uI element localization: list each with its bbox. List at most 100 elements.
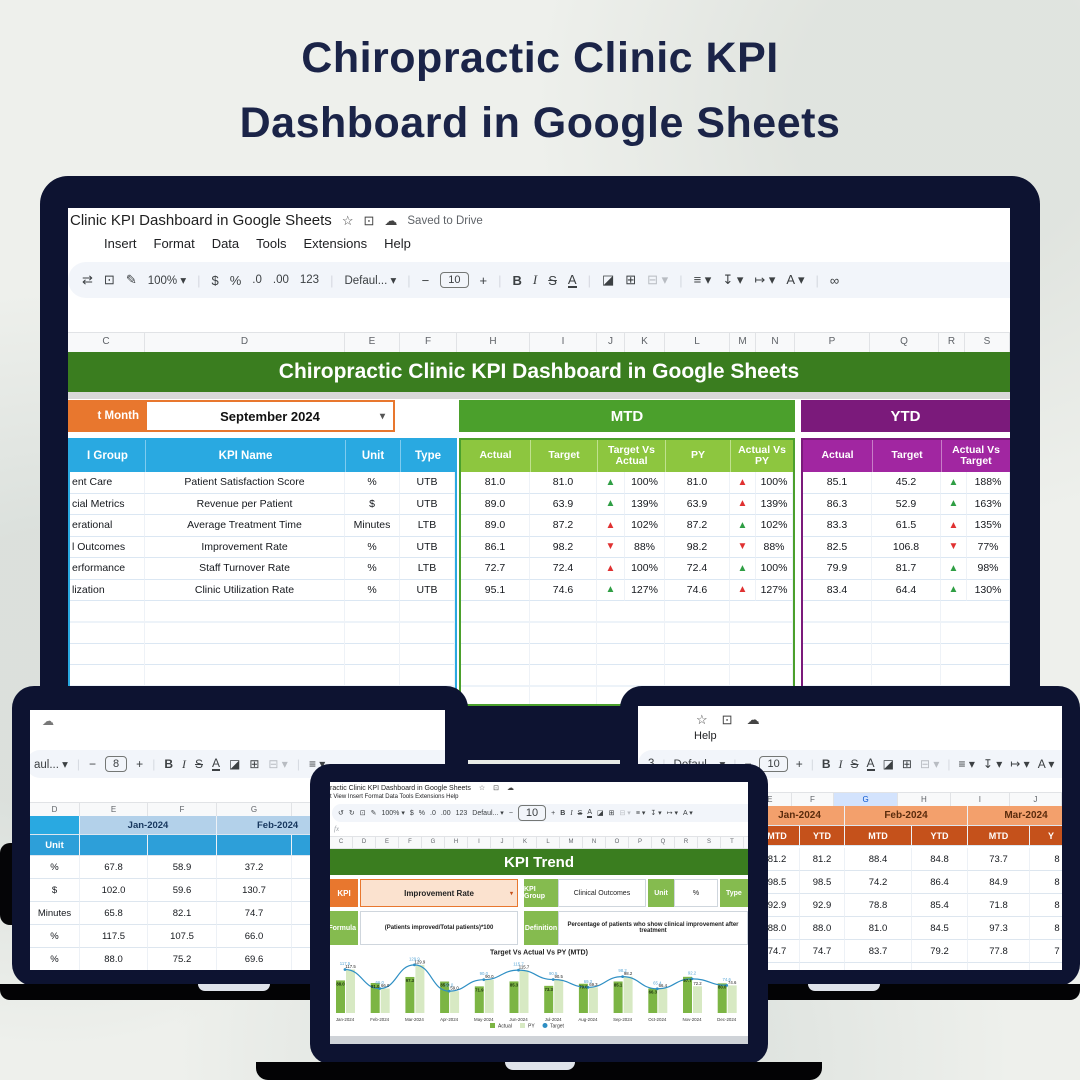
cell-unit[interactable]: %: [345, 472, 400, 494]
cell-unit[interactable]: $: [345, 493, 400, 515]
menu-extensions[interactable]: Extensions: [303, 236, 368, 251]
column-header[interactable]: H: [457, 333, 530, 352]
cell-kpi-name[interactable]: Average Treatment Time: [145, 515, 345, 537]
menu-data[interactable]: Data: [211, 236, 240, 251]
borders-icon[interactable]: ⊞: [625, 272, 637, 287]
cell-ytd-target[interactable]: 52.9: [872, 493, 941, 515]
column-header[interactable]: M: [730, 333, 756, 352]
cell-unit[interactable]: Minutes: [345, 515, 400, 537]
cell-mtd-actual[interactable]: 72.7: [461, 558, 530, 580]
cell-tva-pct[interactable]: 88%: [625, 536, 665, 558]
column-header[interactable]: L: [665, 333, 730, 352]
link-icon[interactable]: ∞: [829, 272, 840, 288]
cell-ytd-actual[interactable]: 86.3: [803, 493, 872, 515]
cell-kpi-group[interactable]: lization: [70, 579, 145, 601]
column-header[interactable]: K: [625, 333, 665, 352]
cell-avpy-pct[interactable]: 100%: [756, 558, 793, 580]
bold-icon[interactable]: B: [512, 272, 522, 288]
cell-mtd-target[interactable]: 87.2: [530, 515, 597, 537]
font-select[interactable]: Defaul... ▾: [344, 275, 397, 287]
cell-kpi-group[interactable]: l Outcomes: [70, 536, 145, 558]
cell-kpi-group[interactable]: ent Care: [70, 472, 145, 494]
cell-ytd-actual[interactable]: 79.9: [803, 558, 872, 580]
move-to-folder-icon[interactable]: ⊡: [363, 212, 375, 228]
cell-avpy-pct[interactable]: 100%: [756, 472, 793, 494]
cell-kpi-name[interactable]: Patient Satisfaction Score: [145, 472, 345, 494]
font-size-decrease-icon[interactable]: −: [421, 272, 430, 288]
align-icon[interactable]: ≡ ▾: [693, 272, 712, 287]
strikethrough-icon[interactable]: S: [548, 272, 557, 288]
toolbar-icon[interactable]: |: [407, 272, 411, 288]
cell-avt-pct[interactable]: 163%: [967, 493, 1010, 515]
percent-format-icon[interactable]: %: [229, 272, 242, 288]
toolbar-icon[interactable]: |: [498, 272, 502, 288]
cell-ytd-target[interactable]: 45.2: [872, 472, 941, 494]
cell-ytd-target[interactable]: 81.7: [872, 558, 941, 580]
cell-kpi-group[interactable]: erformance: [70, 558, 145, 580]
cell-tva-pct[interactable]: 139%: [625, 493, 665, 515]
cell-mtd-target[interactable]: 72.4: [530, 558, 597, 580]
menu-insert[interactable]: Insert: [104, 236, 137, 251]
text-wrap-icon[interactable]: ↦ ▾: [754, 272, 776, 287]
zoom-select[interactable]: 100% ▾: [147, 275, 187, 287]
column-header[interactable]: C: [68, 333, 145, 352]
toolbar-icon[interactable]: |: [587, 272, 591, 288]
cell-mtd-actual[interactable]: 81.0: [461, 472, 530, 494]
cell-mtd-target[interactable]: 81.0: [530, 472, 597, 494]
column-header[interactable]: N: [756, 333, 795, 352]
cell-mtd-actual[interactable]: 86.1: [461, 536, 530, 558]
cell-kpi-name[interactable]: Revenue per Patient: [145, 493, 345, 515]
cell-ytd-actual[interactable]: 85.1: [803, 472, 872, 494]
cell-avt-pct[interactable]: 188%: [967, 472, 1010, 494]
merge-cells-icon[interactable]: ⊟ ▾: [647, 272, 669, 287]
cell-avt-pct[interactable]: 135%: [967, 515, 1010, 537]
toolbar-icon[interactable]: |: [815, 272, 819, 288]
cell-ytd-actual[interactable]: 82.5: [803, 536, 872, 558]
cell-avpy-pct[interactable]: 139%: [756, 493, 793, 515]
menu-tools[interactable]: Tools: [256, 236, 287, 251]
star-icon[interactable]: ☆: [341, 212, 354, 228]
toolbar-icon[interactable]: |: [330, 272, 334, 288]
cell-tva-pct[interactable]: 102%: [625, 515, 665, 537]
print-icon[interactable]: ⊡: [103, 272, 115, 287]
vertical-align-icon[interactable]: ↧ ▾: [722, 272, 744, 287]
cell-unit[interactable]: %: [345, 579, 400, 601]
menu-help[interactable]: Help: [384, 236, 411, 251]
cell-mtd-target[interactable]: 63.9: [530, 493, 597, 515]
cell-py[interactable]: 87.2: [665, 515, 730, 537]
cell-mtd-actual[interactable]: 89.0: [461, 493, 530, 515]
column-header[interactable]: D: [145, 333, 345, 352]
cell-avpy-pct[interactable]: 102%: [756, 515, 793, 537]
cell-unit[interactable]: %: [345, 536, 400, 558]
cell-tva-pct[interactable]: 100%: [625, 558, 665, 580]
cell-py[interactable]: 72.4: [665, 558, 730, 580]
number-format-icon[interactable]: 123: [299, 274, 320, 286]
cell-type[interactable]: UTB: [400, 472, 455, 494]
cell-kpi-group[interactable]: erational: [70, 515, 145, 537]
cell-py[interactable]: 74.6: [665, 579, 730, 601]
column-header[interactable]: Q: [870, 333, 939, 352]
font-size-increase-icon[interactable]: +: [479, 272, 488, 288]
cell-kpi-name[interactable]: Improvement Rate: [145, 536, 345, 558]
cell-kpi-name[interactable]: Clinic Utilization Rate: [145, 579, 345, 601]
cell-ytd-actual[interactable]: 83.4: [803, 579, 872, 601]
increase-decimal-icon[interactable]: .00: [272, 274, 289, 286]
column-header[interactable]: F: [400, 333, 457, 352]
cell-type[interactable]: LTB: [400, 558, 455, 580]
cell-mtd-actual[interactable]: 89.0: [461, 515, 530, 537]
month-dropdown[interactable]: September 2024 ▾: [145, 400, 395, 432]
cell-avt-pct[interactable]: 130%: [967, 579, 1010, 601]
column-header[interactable]: P: [795, 333, 870, 352]
toolbar-icon[interactable]: |: [197, 272, 201, 288]
doc-title[interactable]: Clinic KPI Dashboard in Google Sheets: [70, 212, 332, 229]
cell-ytd-target[interactable]: 61.5: [872, 515, 941, 537]
cell-ytd-actual[interactable]: 83.3: [803, 515, 872, 537]
cell-tva-pct[interactable]: 127%: [625, 579, 665, 601]
cell-mtd-actual[interactable]: 95.1: [461, 579, 530, 601]
cell-tva-pct[interactable]: 100%: [625, 472, 665, 494]
text-rotation-icon[interactable]: A ▾: [786, 272, 805, 287]
menu-format[interactable]: Format: [153, 236, 195, 251]
cell-type[interactable]: UTB: [400, 493, 455, 515]
cell-kpi-name[interactable]: Staff Turnover Rate: [145, 558, 345, 580]
fill-color-icon[interactable]: ◪: [601, 272, 615, 287]
